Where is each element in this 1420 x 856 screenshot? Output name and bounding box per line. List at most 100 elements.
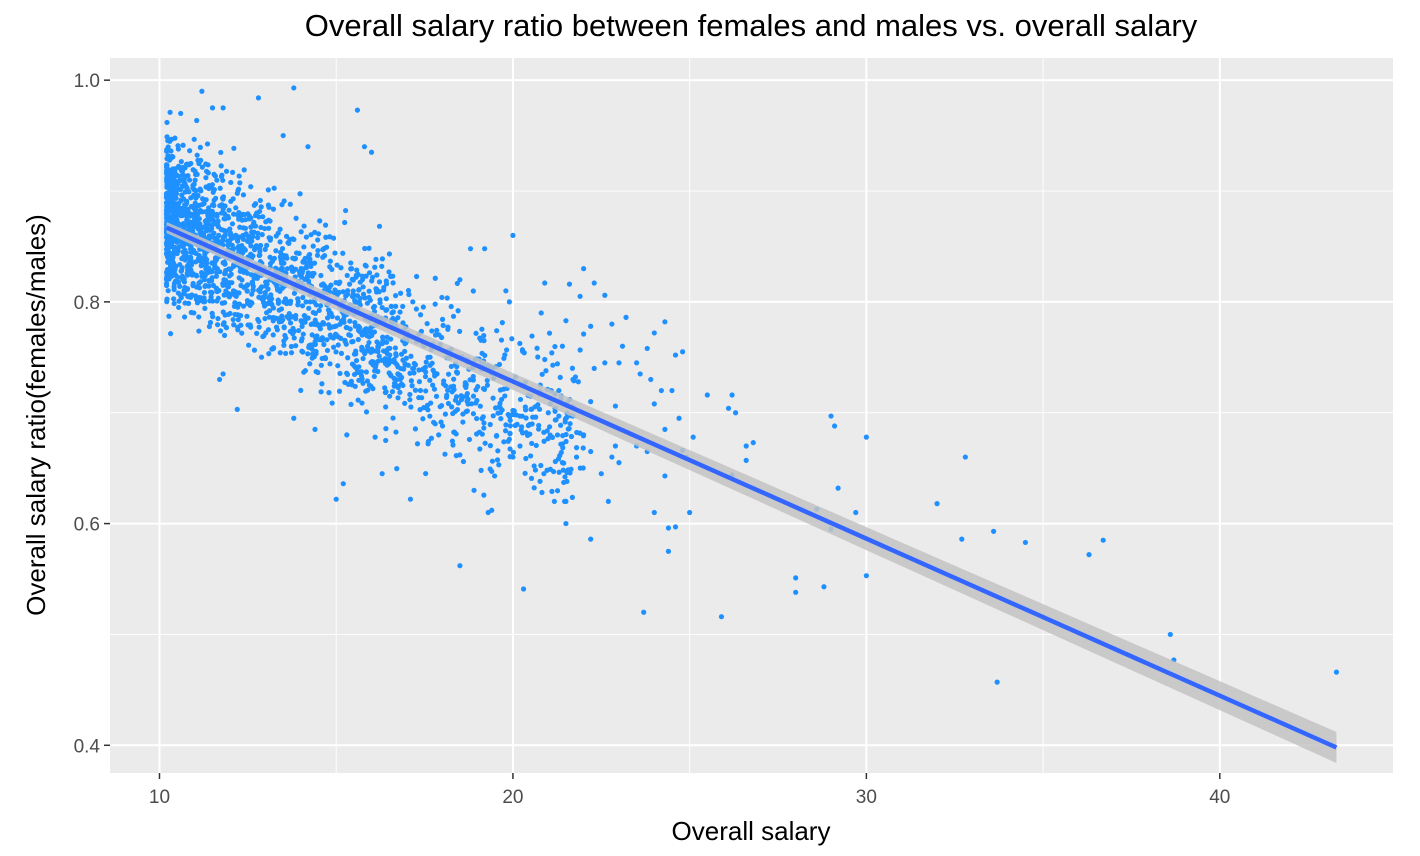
data-point: [502, 428, 509, 434]
data-point: [332, 250, 338, 256]
data-point: [863, 434, 869, 440]
data-point: [236, 243, 242, 250]
data-point: [345, 288, 351, 294]
data-point: [360, 355, 366, 362]
data-point: [182, 256, 188, 262]
data-point: [240, 303, 247, 309]
data-point: [413, 273, 420, 280]
data-point: [318, 389, 324, 395]
data-point: [248, 184, 254, 190]
data-point: [484, 382, 490, 388]
data-point: [369, 278, 375, 284]
data-point: [433, 393, 440, 399]
data-point: [648, 376, 654, 383]
y-tick-label: 1.0: [74, 71, 100, 92]
data-point: [179, 192, 185, 198]
data-point: [334, 315, 341, 321]
data-point: [221, 277, 227, 283]
data-point: [327, 264, 333, 270]
data-point: [288, 298, 294, 304]
data-point: [232, 311, 238, 318]
data-point: [494, 457, 501, 463]
data-point: [178, 186, 184, 193]
data-point: [257, 197, 263, 204]
data-point: [167, 137, 173, 143]
data-point: [178, 158, 184, 165]
chart-title: Overall salary ratio between females and…: [305, 8, 1198, 43]
data-point: [467, 246, 474, 252]
data-point: [283, 233, 290, 239]
data-point: [300, 259, 306, 265]
data-point: [448, 363, 454, 370]
data-point: [218, 210, 225, 216]
data-point: [386, 356, 392, 362]
data-point: [598, 471, 604, 477]
data-point: [193, 272, 200, 278]
data-point: [546, 330, 553, 336]
data-point: [222, 312, 228, 318]
data-point: [249, 291, 255, 297]
data-point: [304, 264, 310, 270]
data-point: [481, 425, 487, 431]
data-point: [442, 451, 448, 457]
data-point: [374, 339, 380, 345]
data-point: [588, 448, 594, 455]
data-point: [347, 281, 353, 287]
data-point: [356, 364, 362, 370]
data-point: [863, 573, 869, 579]
data-point: [513, 412, 520, 418]
data-point: [400, 357, 406, 363]
data-point: [407, 391, 413, 398]
data-point: [375, 343, 381, 350]
data-point: [991, 528, 997, 534]
data-point: [430, 382, 436, 388]
data-point: [563, 438, 569, 445]
data-point: [195, 295, 201, 301]
data-point: [496, 462, 502, 468]
data-point: [379, 357, 385, 363]
data-point: [301, 244, 307, 250]
data-point: [289, 266, 296, 272]
data-point: [166, 313, 172, 319]
data-point: [261, 300, 267, 307]
data-point: [505, 438, 511, 444]
data-point: [230, 316, 236, 323]
data-point: [305, 273, 311, 279]
data-point: [185, 268, 191, 274]
data-point: [201, 277, 207, 283]
data-point: [234, 406, 240, 413]
data-point: [275, 298, 282, 304]
data-point: [175, 274, 181, 281]
data-point: [563, 498, 569, 505]
data-point: [507, 423, 513, 429]
data-point: [235, 327, 241, 333]
data-point: [302, 368, 308, 374]
data-point: [303, 234, 309, 240]
data-point: [244, 270, 250, 276]
data-point: [566, 281, 573, 287]
data-point: [283, 350, 289, 357]
data-point: [520, 586, 527, 592]
data-point: [204, 270, 210, 276]
data-point: [347, 326, 353, 332]
data-point: [394, 466, 400, 472]
data-point: [335, 342, 341, 348]
data-point: [235, 317, 241, 323]
data-point: [165, 288, 171, 294]
data-point: [409, 383, 415, 389]
data-point: [390, 415, 396, 421]
data-point: [549, 488, 555, 494]
data-point: [171, 280, 177, 287]
data-point: [386, 370, 392, 376]
data-point: [412, 426, 419, 432]
data-point: [228, 266, 234, 272]
data-point: [369, 346, 375, 352]
data-point: [498, 337, 505, 343]
data-point: [481, 492, 487, 498]
data-point: [191, 136, 197, 142]
data-point: [203, 228, 210, 234]
data-point: [373, 286, 379, 292]
data-point: [517, 443, 523, 449]
data-point: [312, 426, 318, 432]
data-point: [175, 146, 181, 152]
